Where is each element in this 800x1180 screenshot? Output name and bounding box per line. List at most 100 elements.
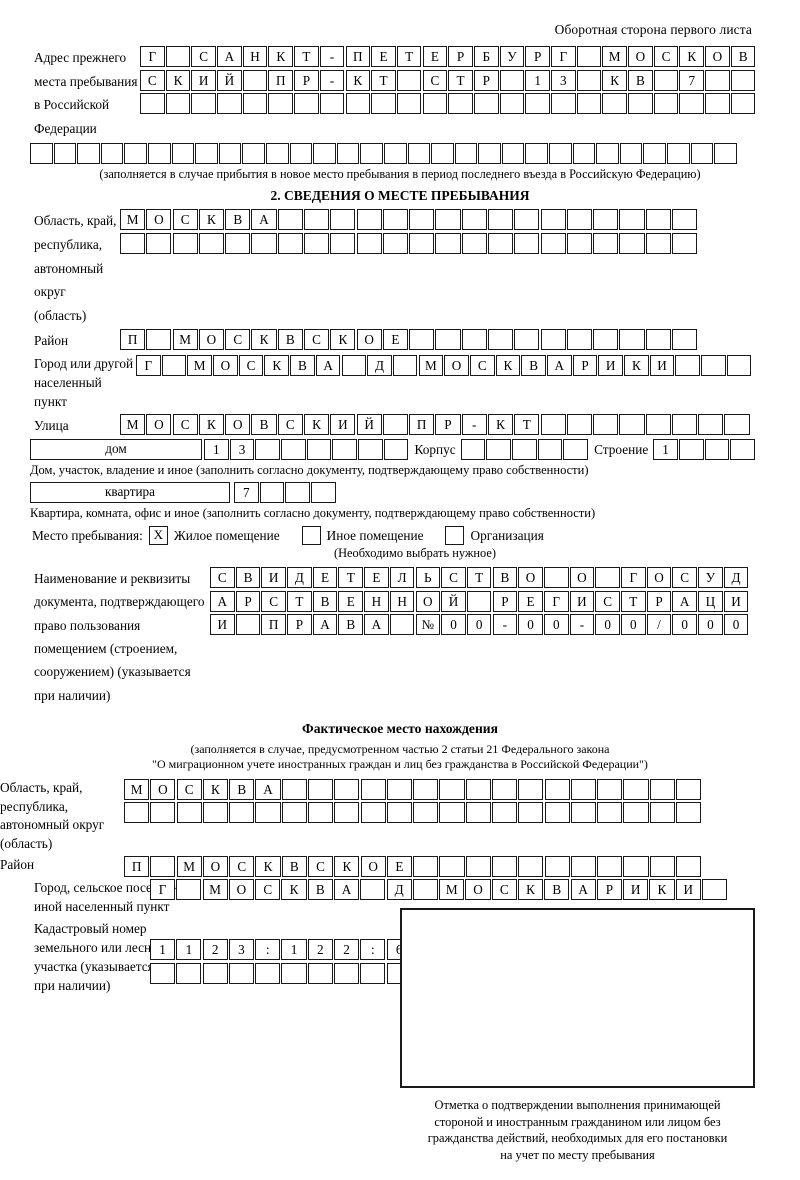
char-cell[interactable] [341,354,367,376]
char-cell[interactable] [371,93,396,115]
char-cell[interactable]: Р [596,879,622,901]
char-cell[interactable]: А [312,614,338,636]
char-cell[interactable]: И [191,69,216,91]
char-cell[interactable]: 1 [176,938,202,960]
char-cell[interactable] [150,802,176,824]
char-cell[interactable]: А [315,354,341,376]
char-cell[interactable] [487,209,514,231]
char-cell[interactable]: С [140,69,165,91]
char-cell[interactable] [334,778,360,800]
char-cell[interactable]: В [492,567,518,589]
char-cell[interactable] [307,802,334,824]
char-cell[interactable] [358,439,383,461]
char-cell[interactable] [570,802,596,824]
char-cell[interactable] [255,439,280,461]
char-cell[interactable] [382,233,408,254]
char-cell[interactable]: Е [312,567,338,589]
char-cell[interactable]: Е [338,590,364,612]
char-cell[interactable]: П [268,69,294,91]
char-cell[interactable] [572,143,596,165]
char-cell[interactable]: В [277,329,303,351]
char-cell[interactable]: У [499,46,525,67]
char-cell[interactable] [566,209,592,231]
char-cell[interactable]: 0 [441,614,466,636]
char-cell[interactable]: С [255,879,281,901]
char-cell[interactable] [525,143,549,165]
char-cell[interactable]: Р [473,69,499,91]
char-cell[interactable] [698,413,724,435]
char-cell[interactable]: П [409,413,435,435]
char-cell[interactable] [593,209,619,231]
char-cell[interactable]: А [255,778,281,800]
char-cell[interactable] [289,143,313,165]
char-cell[interactable] [465,856,491,878]
char-cell[interactable] [332,439,358,461]
char-cell[interactable]: : [360,938,386,960]
char-cell[interactable] [413,802,439,824]
char-cell[interactable] [487,329,514,351]
char-cell[interactable]: И [649,354,675,376]
char-cell[interactable]: 3 [228,938,255,960]
char-cell[interactable]: 0 [723,614,749,636]
char-cell[interactable]: В [251,413,277,435]
char-cell[interactable] [465,778,491,800]
char-cell[interactable]: С [277,413,303,435]
char-cell[interactable] [191,93,216,115]
char-cell[interactable] [544,856,570,878]
char-cell[interactable] [649,856,675,878]
char-cell[interactable] [671,413,698,435]
char-cell[interactable] [431,143,454,165]
char-cell[interactable]: К [303,413,330,435]
char-cell[interactable] [593,329,619,351]
char-cell[interactable]: Т [514,413,540,435]
char-cell[interactable]: О [628,46,653,67]
char-cell[interactable] [518,778,544,800]
char-cell[interactable]: М [176,856,202,878]
char-cell[interactable]: Р [235,590,261,612]
char-cell[interactable]: В [628,69,653,91]
char-cell[interactable] [150,856,176,878]
char-cell[interactable] [512,439,537,461]
char-cell[interactable]: Д [723,567,749,589]
char-cell[interactable]: - [461,413,487,435]
char-cell[interactable]: О [705,46,730,67]
char-cell[interactable]: Г [543,590,569,612]
char-cell[interactable] [491,856,518,878]
char-cell[interactable] [229,802,255,824]
char-cell[interactable] [645,329,671,351]
checkbox-inoe[interactable] [301,526,321,546]
char-cell[interactable] [140,93,165,115]
char-cell[interactable] [146,233,172,254]
char-cell[interactable]: С [261,590,286,612]
char-cell[interactable] [396,93,422,115]
char-cell[interactable] [360,879,386,901]
char-cell[interactable] [407,143,431,165]
char-cell[interactable] [202,962,228,984]
char-cell[interactable] [255,962,281,984]
char-cell[interactable]: О [150,778,176,800]
char-cell[interactable] [619,143,643,165]
char-cell[interactable] [525,93,550,115]
kvartira-cells[interactable]: 7 [234,482,337,504]
char-cell[interactable] [330,209,356,231]
char-cell[interactable] [255,802,281,824]
char-cell[interactable] [705,93,730,115]
char-cell[interactable]: М [418,354,444,376]
char-cell[interactable] [704,439,730,461]
char-cell[interactable]: А [217,46,242,67]
char-cell[interactable] [645,413,671,435]
char-cell[interactable] [461,329,487,351]
char-cell[interactable]: В [312,590,338,612]
char-cell[interactable]: С [422,69,448,91]
char-cell[interactable] [653,93,679,115]
char-cell[interactable] [176,879,202,901]
char-cell[interactable] [518,802,544,824]
char-cell[interactable]: О [356,329,382,351]
char-cell[interactable]: Т [371,69,396,91]
char-cell[interactable]: И [623,879,649,901]
char-cell[interactable] [623,802,649,824]
char-cell[interactable] [690,143,714,165]
